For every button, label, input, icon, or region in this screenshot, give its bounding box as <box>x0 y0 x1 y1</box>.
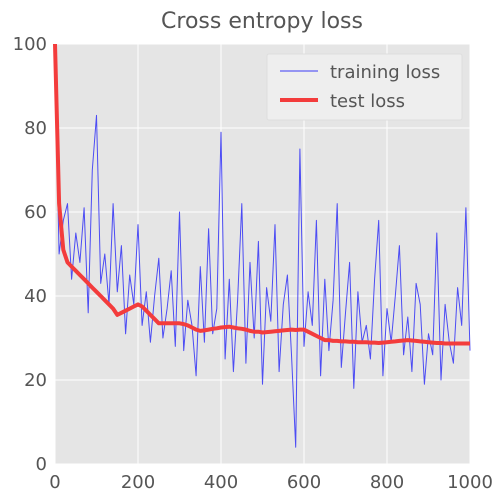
x-tick-label: 400 <box>204 472 238 493</box>
x-tick-label: 0 <box>49 472 60 493</box>
series-line-training-loss <box>54 64 471 448</box>
x-tick-label: 600 <box>287 472 321 493</box>
y-axis-ticks: 0 20 40 60 80 100 <box>13 34 47 475</box>
series-line-test-loss <box>53 43 470 346</box>
x-tick-label: 800 <box>370 472 404 493</box>
y-tick-label: 100 <box>13 34 47 55</box>
x-axis-ticks: 0 200 400 600 800 1000 <box>49 472 493 493</box>
y-tick-label: 60 <box>24 202 47 223</box>
legend-label-test-loss: test loss <box>330 91 405 112</box>
x-tick-label: 200 <box>121 472 155 493</box>
legend: training loss test loss <box>266 53 463 121</box>
legend-label-training-loss: training loss <box>330 62 440 83</box>
series-lines <box>53 43 471 448</box>
x-tick-label: 1000 <box>447 472 493 493</box>
y-tick-label: 20 <box>24 370 47 391</box>
y-tick-label: 0 <box>36 454 47 475</box>
chart-title: Cross entropy loss <box>161 9 363 34</box>
y-tick-label: 40 <box>24 286 47 307</box>
y-tick-label: 80 <box>24 118 47 139</box>
